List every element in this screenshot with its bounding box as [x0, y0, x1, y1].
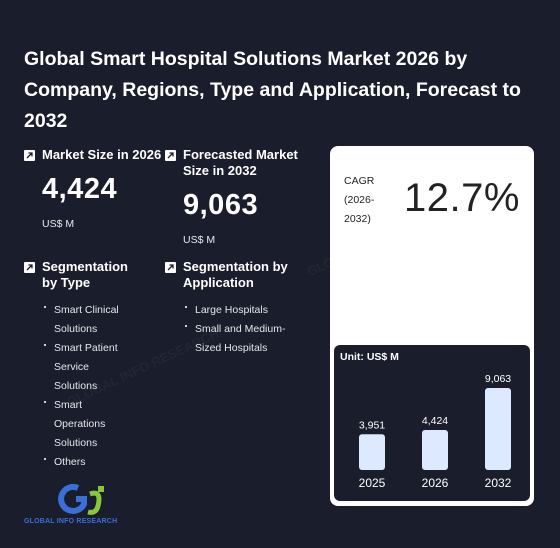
trend-arrow-icon [24, 262, 35, 273]
forecast-label: Forecasted Market Size in 2032 [183, 147, 305, 179]
data-label: 9,063 [485, 373, 511, 385]
market-size-value: 4,424 [42, 173, 164, 206]
bar-2025 [359, 434, 385, 470]
forecast-stat: Forecasted Market Size in 2032 9,063 US$… [165, 147, 305, 246]
data-label: 3,951 [359, 419, 385, 431]
logo: GLOBAL INFO RESEARCH [24, 482, 124, 528]
segmentation-type-label: Segmentation by Type [42, 259, 137, 291]
page-title: Global Smart Hospital Solutions Market 2… [24, 44, 534, 137]
x-tick-label: 2026 [422, 476, 449, 490]
list-item: Smart Operations Solutions [44, 396, 132, 453]
segmentation-application: Segmentation by Application Large Hospit… [165, 259, 305, 358]
cagr-value: 12.7% [404, 176, 520, 221]
list-item: Smart Clinical Solutions [44, 301, 132, 339]
cagr-label: CAGR (2026-2032) [344, 172, 392, 229]
bar-2032 [485, 388, 511, 470]
trend-arrow-icon [165, 262, 176, 273]
segmentation-type: Segmentation by Type Smart Clinical Solu… [24, 259, 159, 472]
market-size-stat: Market Size in 2026 4,424 US$ M [24, 147, 164, 230]
cagr-card: CAGR (2026-2032) 12.7% Unit: US$ M 3,951… [330, 146, 534, 506]
logo-mark-icon [58, 482, 118, 518]
segmentation-application-list: Large Hospitals Small and Medium-Sized H… [185, 301, 305, 358]
x-tick-label: 2025 [359, 476, 386, 490]
chart-plot: 3,951 2025 4,424 2026 9,063 2032 [334, 345, 530, 501]
x-tick-label: 2032 [485, 476, 512, 490]
segmentation-type-list: Smart Clinical Solutions Smart Patient S… [44, 301, 132, 472]
trend-arrow-icon [24, 150, 35, 161]
list-item: Others [44, 453, 132, 472]
forecast-unit: US$ M [183, 234, 305, 246]
forecast-value: 9,063 [183, 189, 305, 222]
list-item: Small and Medium-Sized Hospitals [185, 320, 305, 358]
data-label: 4,424 [422, 415, 448, 427]
market-size-label: Market Size in 2026 [42, 147, 161, 163]
segmentation-application-label: Segmentation by Application [183, 259, 293, 291]
bar-2026 [422, 430, 448, 470]
trend-arrow-icon [165, 150, 176, 161]
list-item: Smart Patient Service Solutions [44, 339, 132, 396]
market-size-unit: US$ M [42, 218, 164, 230]
logo-text: GLOBAL INFO RESEARCH [24, 518, 117, 525]
bar-chart: Unit: US$ M 3,951 2025 4,424 2026 9,063 2032 [334, 345, 530, 501]
list-item: Large Hospitals [185, 301, 305, 320]
